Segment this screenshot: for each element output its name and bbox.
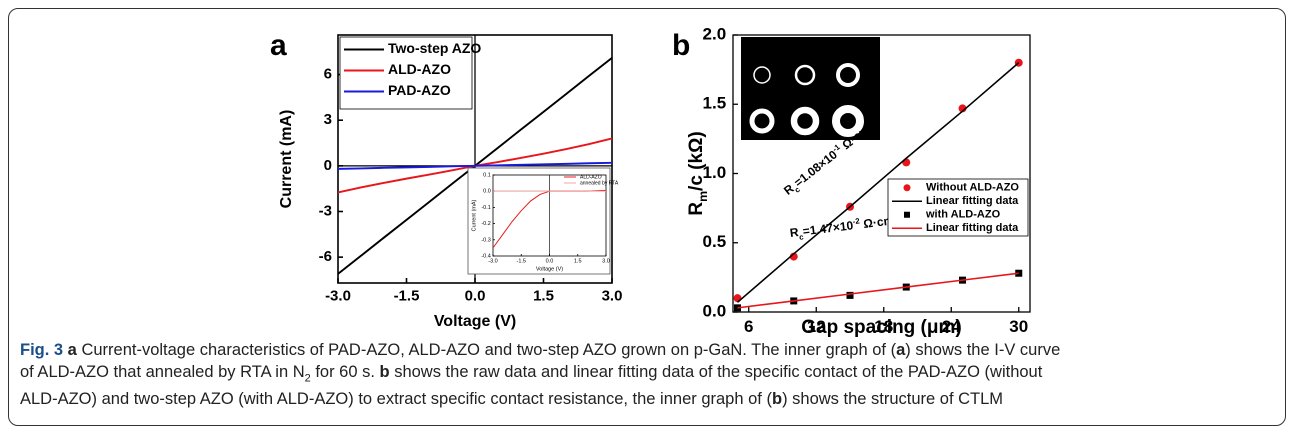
y-tick-label: 1.0 (703, 163, 727, 182)
caption-line: Fig. 3 a Current-voltage characteristics… (20, 340, 1060, 362)
x-axis-label: Voltage (V) (536, 266, 563, 272)
point (733, 294, 742, 303)
x-tick-label: 24 (942, 317, 961, 336)
legend-swatch (904, 211, 910, 218)
x-tick-label: 30 (1009, 317, 1028, 336)
legend-label: Without ALD-AZO (926, 182, 1019, 194)
x-tick-label: 12 (807, 317, 826, 336)
y-tick-label: -0.1 (481, 205, 490, 211)
caption-text: a (896, 341, 906, 359)
ring (836, 63, 860, 87)
y-tick-label: 6 (324, 66, 332, 83)
y-axis-label: Rm/c (kΩ) (686, 131, 710, 215)
text-part: /c (kΩ) (686, 131, 707, 191)
legend-label: Two-step AZO (388, 40, 481, 56)
text-part: m (696, 191, 710, 202)
ring (749, 108, 775, 134)
text-part: -2 (852, 216, 861, 226)
y-axis-label: Current (mA) (278, 110, 295, 209)
text-part: =1.08×10 (791, 147, 840, 189)
point (846, 291, 854, 299)
figure-frame (8, 8, 1286, 426)
y-tick-label: 2.0 (703, 24, 727, 43)
y-tick-label: -0.4 (481, 253, 490, 259)
legend-label: Linear fitting data (926, 195, 1019, 207)
x-axis-label: Voltage (V) (434, 313, 516, 330)
text-part: -1 (830, 142, 842, 154)
caption-text: ) shows the structure of CTLM (782, 390, 1004, 409)
caption-text: for 60 s. (310, 362, 380, 381)
text-part: Ω·cm (859, 213, 895, 231)
caption-text: 2 (304, 371, 311, 384)
y-tick-label: 0.1 (483, 172, 491, 178)
y-tick-label: -6 (319, 248, 332, 265)
legend-label: ALD-AZO (388, 61, 451, 77)
y-tick-label: 3 (324, 111, 332, 128)
legend-label: PAD-AZO (388, 82, 451, 98)
caption-line: of ALD-AZO that annealed by RTA in N2 fo… (20, 362, 1060, 390)
y-axis-label: Current (mA) (471, 199, 477, 231)
legend-frame (887, 178, 1029, 237)
series-line (737, 272, 1019, 309)
y-tick-label: -0.2 (481, 221, 490, 227)
y-tick-label: 0 (324, 157, 332, 174)
annotation: Rc=1.47×10-2 Ω·cm2 (789, 211, 900, 242)
ctlm-inset-image (741, 37, 880, 140)
caption-text: a (63, 341, 77, 359)
point (902, 158, 911, 167)
ring (753, 66, 771, 84)
x-tick-label: 3.0 (602, 287, 623, 304)
x-tick-label: -3.0 (325, 287, 351, 304)
text-part: c (793, 184, 802, 194)
text-part: 2 (863, 118, 872, 128)
caption-text: Current-voltage characteristics of PAD-A… (76, 341, 897, 359)
series-line (736, 62, 1020, 303)
panel-label: b (672, 29, 690, 62)
text-part: =1.47×10 (802, 218, 854, 238)
ring (832, 105, 864, 137)
legend-label: ALD-AZO (580, 174, 602, 180)
x-tick-label: 6 (744, 317, 753, 336)
x-axis-label: Gap spacing (μm) (801, 317, 961, 338)
x-tick-label: 1.5 (574, 258, 582, 264)
caption-text: ) shows the I-V curve (905, 341, 1061, 359)
y-tick-label: 0.0 (483, 189, 491, 195)
caption-text: Fig. 3 (20, 341, 64, 359)
y-tick-label: 0.0 (703, 301, 727, 320)
x-tick-label: -1.5 (394, 287, 420, 304)
caption: Fig. 3 a Current-voltage characteristics… (20, 340, 1060, 411)
x-tick-label: -1.5 (517, 258, 526, 264)
legend-swatch (903, 184, 911, 192)
caption-text: b (379, 362, 390, 381)
legend-label: Linear fitting data (926, 222, 1019, 234)
caption-line: ALD-AZO) and two-step AZO (with ALD-AZO)… (20, 389, 1060, 411)
x-tick-label: -3.0 (488, 258, 497, 264)
y-tick-label: 1.5 (703, 94, 727, 113)
legend-label: annealed by RTA (580, 180, 619, 186)
x-tick-label: 0.0 (465, 287, 486, 304)
caption-text: b (771, 390, 783, 409)
ring (794, 64, 816, 86)
legend-label: with ALD-AZO (925, 209, 1001, 221)
x-tick-label: 3.0 (602, 258, 610, 264)
text-part: R (789, 225, 800, 240)
x-tick-label: 18 (874, 317, 893, 336)
x-tick-label: 1.5 (533, 287, 554, 304)
x-tick-label: 0.0 (546, 258, 554, 264)
y-tick-label: 0.5 (703, 232, 727, 251)
caption-text: ALD-AZO) and two-step AZO (with ALD-AZO)… (20, 390, 772, 409)
caption-text: of ALD-AZO that annealed by RTA in N (20, 362, 305, 381)
caption-text: shows the raw data and linear fitting da… (389, 362, 1043, 381)
y-tick-label: -3 (319, 202, 332, 219)
series-line (337, 161, 613, 170)
ring (790, 106, 820, 136)
y-tick-label: -0.3 (481, 237, 490, 243)
text-part: c (799, 232, 805, 242)
panel-label: a (270, 29, 287, 62)
text-part: R (686, 202, 707, 216)
